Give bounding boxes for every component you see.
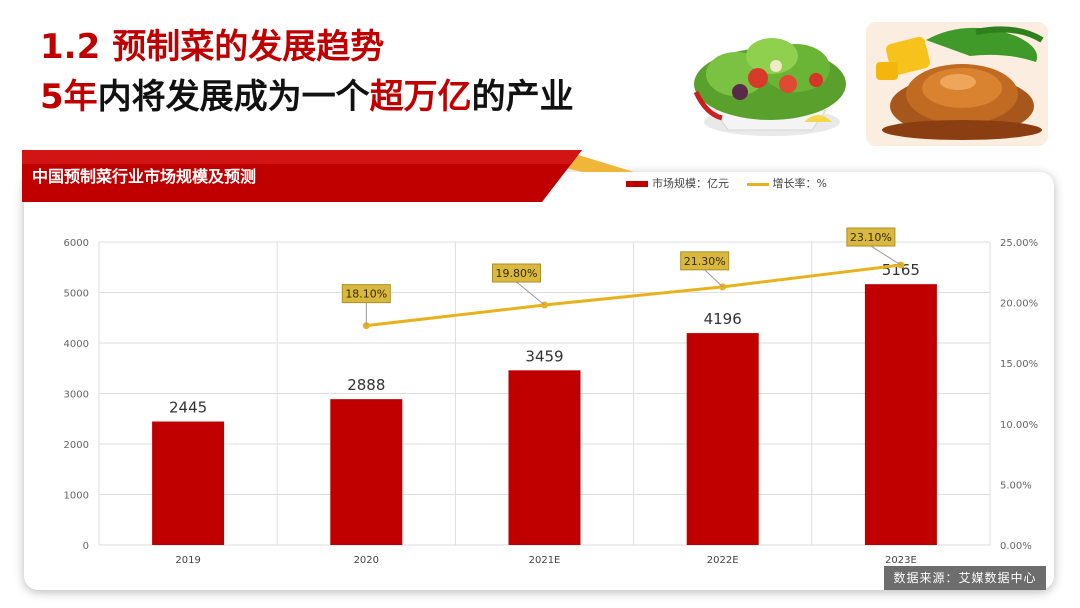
- subtitle-part-4: 的产业: [471, 77, 574, 117]
- bar: [330, 399, 403, 545]
- section-number: 1.2: [40, 27, 101, 67]
- legend-item-bar: 市场规模：亿元: [626, 175, 729, 191]
- y-tick-label-right: 5.00%: [1000, 480, 1032, 491]
- y-tick-label-right: 20.00%: [1000, 299, 1038, 310]
- line-data-label: 21.30%: [684, 255, 726, 268]
- subtitle-part-3: 超万亿: [369, 77, 472, 117]
- growth-rate-line: [366, 263, 902, 328]
- chart-legend: 市场规模：亿元 增长率：%: [626, 175, 841, 191]
- y-tick-label-left: 2000: [64, 440, 89, 451]
- salad-photo: [676, 22, 858, 146]
- x-tick-label: 2021E: [529, 555, 561, 566]
- y-tick-label-left: 5000: [64, 289, 89, 300]
- legend-item-line: 增长率：%: [746, 175, 827, 191]
- subtitle-part-2: 内将发展成为一个: [97, 77, 370, 117]
- chart-title-ribbon: [22, 150, 634, 202]
- line-label-leader: [516, 281, 545, 306]
- x-tick-label: 2023E: [885, 555, 917, 566]
- subtitle-part-1: 5年: [40, 77, 98, 117]
- data-source-label: 数据来源：艾媒数据中心: [884, 566, 1046, 590]
- page-title: 1.2 预制菜的发展趋势: [40, 26, 574, 68]
- chart-title: 中国预制菜行业市场规模及预测: [32, 167, 257, 186]
- line-label-leader: [870, 245, 902, 266]
- bar: [864, 284, 937, 545]
- legend-swatch-line: [746, 182, 769, 186]
- line-label-box: [846, 227, 896, 247]
- line-label-box: [680, 251, 730, 271]
- y-tick-label-right: 10.00%: [1000, 420, 1038, 431]
- line-label-leader: [704, 269, 724, 288]
- y-tick-label-left: 6000: [64, 238, 89, 249]
- y-tick-label-right: 15.00%: [1000, 359, 1038, 370]
- bar: [686, 333, 759, 545]
- y-tick-label-right: 0.00%: [1000, 541, 1032, 552]
- line-data-label: 18.10%: [345, 288, 387, 301]
- x-tick-label: 2020: [354, 555, 379, 566]
- bar: [508, 370, 581, 545]
- legend-label-line: 增长率：%: [772, 177, 827, 190]
- y-tick-label-right: 25.00%: [1000, 238, 1038, 249]
- x-tick-label: 2019: [175, 555, 200, 566]
- bar-data-label: 2445: [169, 399, 207, 417]
- y-tick-label-left: 3000: [64, 390, 89, 401]
- line-label-box: [492, 263, 541, 283]
- bar-data-label: 4196: [704, 310, 742, 328]
- y-tick-label-left: 4000: [64, 339, 89, 350]
- title-block: 1.2 预制菜的发展趋势 5年内将发展成为一个超万亿的产业: [40, 26, 574, 120]
- x-tick-label: 2022E: [707, 555, 739, 566]
- bar-data-label: 2888: [347, 376, 385, 394]
- line-data-label: 19.80%: [496, 267, 538, 280]
- bar: [152, 421, 225, 545]
- y-tick-label-left: 0: [83, 541, 89, 552]
- bar-data-label: 3459: [525, 347, 563, 365]
- line-data-label: 23.10%: [850, 231, 892, 244]
- abalone-dish-photo: [866, 22, 1048, 146]
- line-label-box: [341, 284, 391, 304]
- y-tick-label-left: 1000: [64, 491, 89, 502]
- section-title: 预制菜的发展趋势: [112, 27, 385, 67]
- legend-swatch-bar: [626, 181, 648, 187]
- legend-label-bar: 市场规模：亿元: [652, 177, 729, 190]
- page-subtitle: 5年内将发展成为一个超万亿的产业: [40, 74, 574, 120]
